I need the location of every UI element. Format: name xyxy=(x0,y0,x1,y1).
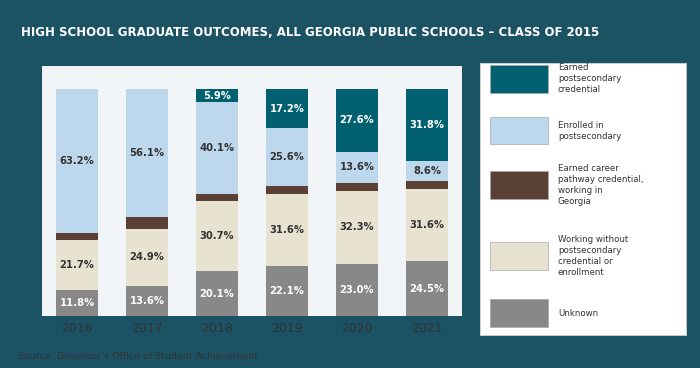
Text: 17.2%: 17.2% xyxy=(270,103,304,114)
Text: 31.8%: 31.8% xyxy=(410,120,444,130)
Bar xyxy=(196,194,238,201)
Text: Earned career
pathway credential,
working in
Georgia: Earned career pathway credential, workin… xyxy=(558,164,643,206)
FancyBboxPatch shape xyxy=(490,171,547,199)
FancyBboxPatch shape xyxy=(490,65,547,92)
Bar xyxy=(406,89,448,161)
Text: 5.9%: 5.9% xyxy=(203,91,231,101)
FancyBboxPatch shape xyxy=(490,242,547,269)
Text: 40.1%: 40.1% xyxy=(199,143,234,153)
Bar xyxy=(336,152,378,183)
Bar xyxy=(126,89,168,217)
Bar xyxy=(266,194,308,266)
Bar xyxy=(196,271,238,316)
Text: 21.7%: 21.7% xyxy=(60,260,94,270)
Text: 56.1%: 56.1% xyxy=(130,148,164,158)
Text: 31.6%: 31.6% xyxy=(410,220,444,230)
Bar xyxy=(336,264,378,316)
Bar xyxy=(196,102,238,194)
Text: 24.5%: 24.5% xyxy=(410,284,444,294)
Text: 23.0%: 23.0% xyxy=(340,285,374,295)
Text: Working without
postsecondary
credential or
enrollment: Working without postsecondary credential… xyxy=(558,235,628,277)
Text: 24.9%: 24.9% xyxy=(130,252,164,262)
Bar xyxy=(406,261,448,316)
Bar xyxy=(266,186,308,194)
Bar xyxy=(56,233,98,240)
Bar xyxy=(336,191,378,264)
Bar xyxy=(196,201,238,271)
Text: Source: Governor’s Office of Student Achievement.: Source: Governor’s Office of Student Ach… xyxy=(18,352,260,361)
Text: Enrolled in
postsecondary: Enrolled in postsecondary xyxy=(558,121,622,141)
Bar xyxy=(56,89,98,233)
Bar xyxy=(266,89,308,128)
Text: 63.2%: 63.2% xyxy=(60,156,94,166)
Bar xyxy=(336,89,378,152)
Bar xyxy=(336,183,378,191)
Text: 31.6%: 31.6% xyxy=(270,225,304,235)
Bar xyxy=(266,266,308,316)
Text: 27.6%: 27.6% xyxy=(340,116,374,125)
Bar xyxy=(56,290,98,316)
Text: 22.1%: 22.1% xyxy=(270,286,304,296)
Bar xyxy=(126,229,168,286)
Text: 11.8%: 11.8% xyxy=(60,298,94,308)
Text: 20.1%: 20.1% xyxy=(199,289,234,298)
Bar xyxy=(126,217,168,229)
Text: 8.6%: 8.6% xyxy=(413,166,441,176)
Bar xyxy=(406,189,448,261)
Text: Earned
postsecondary
credential: Earned postsecondary credential xyxy=(558,63,622,95)
Bar xyxy=(266,128,308,186)
Text: 30.7%: 30.7% xyxy=(199,231,234,241)
Bar xyxy=(126,286,168,316)
Bar xyxy=(406,161,448,181)
Text: 32.3%: 32.3% xyxy=(340,222,374,233)
FancyBboxPatch shape xyxy=(490,117,547,144)
Text: 13.6%: 13.6% xyxy=(130,296,164,306)
Bar xyxy=(406,181,448,189)
Text: 13.6%: 13.6% xyxy=(340,162,374,172)
Text: HIGH SCHOOL GRADUATE OUTCOMES, ALL GEORGIA PUBLIC SCHOOLS – CLASS OF 2015: HIGH SCHOOL GRADUATE OUTCOMES, ALL GEORG… xyxy=(21,26,599,39)
FancyBboxPatch shape xyxy=(490,300,547,327)
Bar xyxy=(56,240,98,290)
Bar xyxy=(196,89,238,102)
Text: Unknown: Unknown xyxy=(558,309,598,318)
Text: 25.6%: 25.6% xyxy=(270,152,304,162)
